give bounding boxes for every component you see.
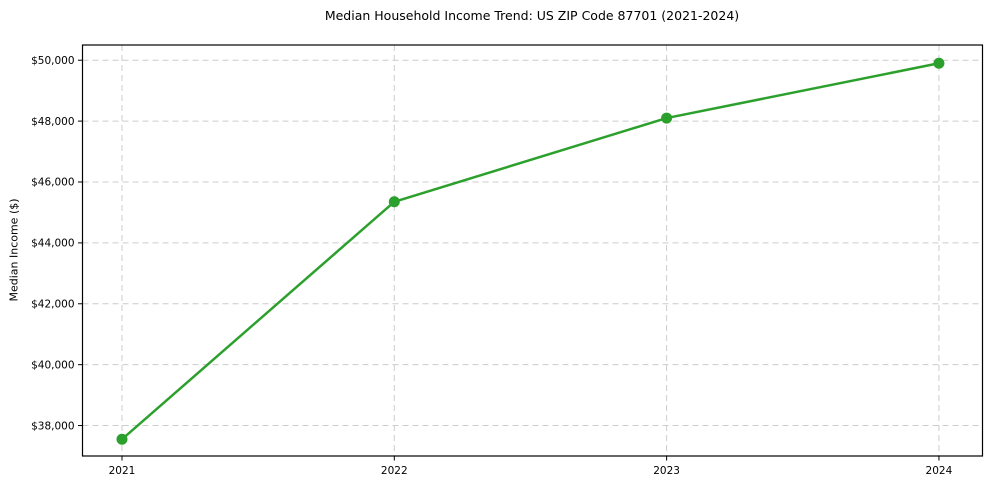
x-tick-label: 2022 xyxy=(381,465,408,477)
chart-title: Median Household Income Trend: US ZIP Co… xyxy=(324,8,740,23)
y-tick-label: $50,000 xyxy=(31,55,74,67)
y-tick-label: $44,000 xyxy=(31,238,74,250)
trend-line xyxy=(120,62,941,441)
x-tick-label: 2021 xyxy=(109,465,136,477)
x-tick-label: 2023 xyxy=(653,465,680,477)
x-tick-label: 2024 xyxy=(926,465,953,477)
data-point-2023 xyxy=(661,112,673,124)
y-tick-label: $46,000 xyxy=(31,177,74,189)
data-point-2022 xyxy=(388,196,400,208)
data-point-2024 xyxy=(933,57,945,69)
y-tick-label: $38,000 xyxy=(31,420,74,432)
y-tick-label: $42,000 xyxy=(31,298,74,310)
y-tick-label: $40,000 xyxy=(31,359,74,371)
data-point-2021 xyxy=(116,433,128,445)
y-tick-label: $48,000 xyxy=(31,116,74,128)
plot-border xyxy=(81,44,984,457)
